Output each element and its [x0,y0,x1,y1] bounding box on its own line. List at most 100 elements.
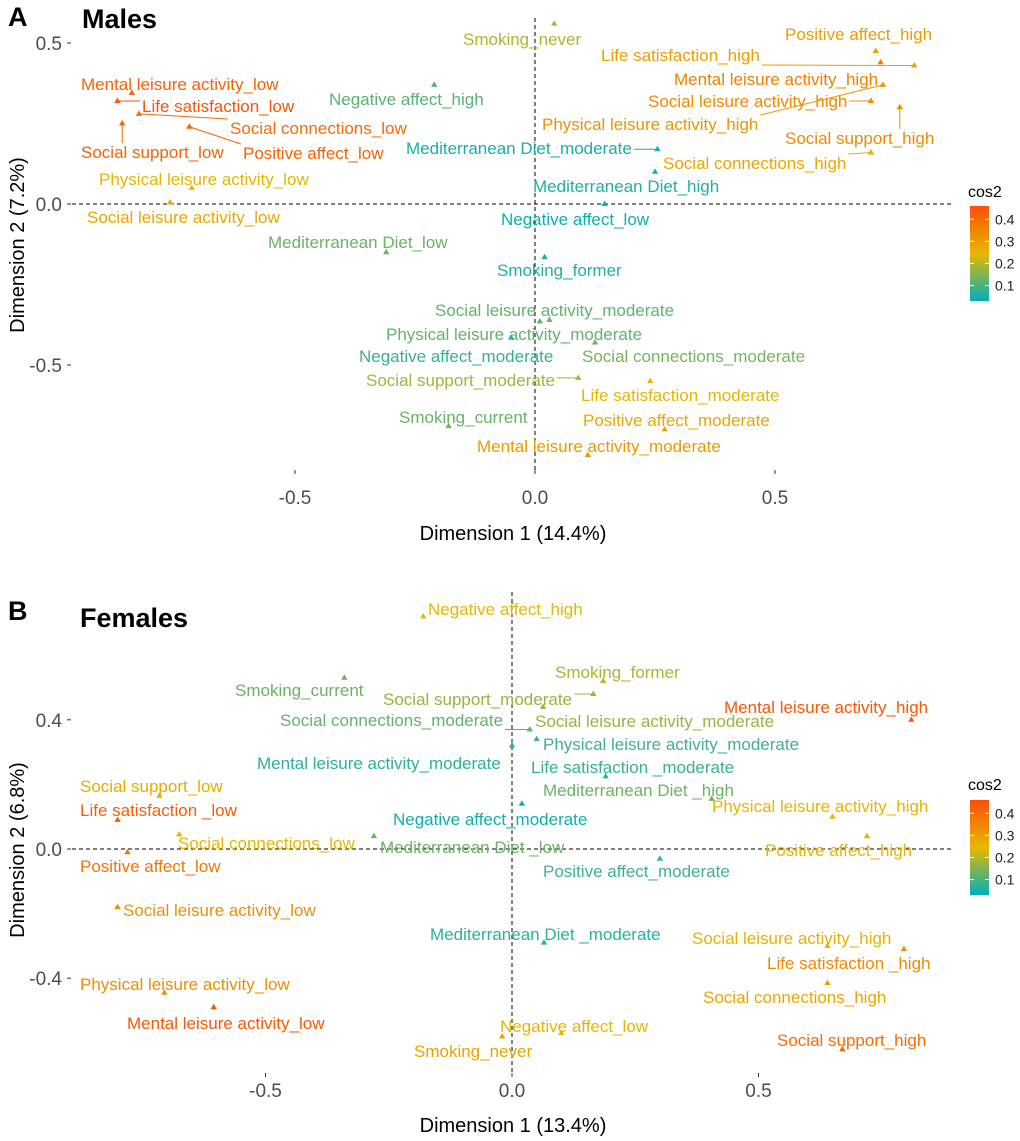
category-point-triangle [114,97,121,103]
category-label: Mediterranean Diet_high [533,177,719,196]
category-point-triangle [661,425,668,432]
category-point-triangle [867,148,875,155]
category-label: Physical leisure activity_low [80,975,290,994]
category-point-group: Smoking_former [497,253,622,280]
category-point-triangle [591,338,599,345]
category-label: Positive affect_high [785,25,932,44]
category-point-group: Negative affect_moderate [359,334,553,366]
category-point-triangle [383,248,390,255]
category-label: Smoking_former [497,261,622,280]
category-point-triangle [584,451,591,458]
category-label: Social leisure activity_high [648,92,847,111]
panel-b-females: B Females Dimension 1 (13.4%) Dimension … [7,592,1015,1137]
category-point-triangle [161,989,168,995]
category-point-triangle [431,81,438,87]
x-axis-title: Dimension 1 (13.4%) [420,1115,607,1137]
category-label: Physical leisure activity_moderate [543,735,799,754]
category-point-group: Social support_low [81,120,224,162]
category-label: Positive affect_moderate [583,411,770,430]
legend-tick-label: 0.3 [995,233,1015,249]
category-point-group: Life satisfaction _high [767,945,931,973]
category-point-triangle [877,58,884,65]
category-point-group: Physical leisure activity_moderate [533,735,799,754]
legend-tick-label: 0.4 [995,211,1015,227]
category-point-group: Smoking_former [555,663,680,684]
category-point-group: Positive affect_moderate [583,411,770,432]
category-point-group: Negative affect_low [500,1017,649,1036]
category-point-group: Smoking_never [414,1032,532,1061]
category-point-triangle [507,334,515,340]
y-tick-label: -0.4 [29,969,62,990]
category-label: Life satisfaction_high [601,46,760,65]
category-point-group: Positive affect_moderate [543,855,730,881]
category-point-triangle [879,81,887,87]
category-point-group: Social leisure activity_low [87,198,280,227]
category-label: Social support_moderate [366,371,555,390]
category-point-triangle [546,316,553,322]
category-point-group: Life satisfaction _low [80,801,238,822]
label-connector-line [760,84,884,116]
category-label: Mediterranean Diet _moderate [430,925,661,944]
category-label: Smoking_never [463,30,581,49]
category-point-triangle [541,253,548,260]
category-point-triangle [420,612,427,619]
category-point-group: Life satisfaction _moderate [531,758,734,779]
category-point-triangle [156,792,163,798]
category-point-triangle [654,145,661,152]
category-point-group: Mental leisure activity_low [81,75,279,95]
category-point-triangle [863,832,871,839]
panel-title: Males [82,4,157,34]
category-point-group: Physical leisure activity_moderate [386,318,642,344]
category-point-triangle [498,1032,506,1039]
category-point-triangle [600,677,607,684]
category-point-triangle [210,1003,217,1010]
category-point-group: Social support_low [80,777,223,798]
category-point-group: Physical leisure activity_high [542,81,887,134]
category-point-group: Negative affect_high [420,600,583,619]
category-point-group: Social connections_low [176,830,355,853]
category-label: Mental leisure activity_high [674,70,878,89]
category-label: Mental leisure activity_low [81,75,279,94]
category-label: Smoking_current [399,408,528,427]
category-point-triangle [575,374,582,380]
category-point-triangle [708,795,715,801]
category-point-triangle [445,422,452,429]
category-point-triangle [119,120,126,126]
label-connector-line [189,126,242,145]
category-label: Mediterranean Diet_low [268,233,448,252]
y-tick-label: -0.5 [29,356,62,377]
category-label: Social support_high [777,1031,926,1050]
category-label: Mental leisure activity_high [724,698,928,717]
category-point-group: Life satisfaction_high [601,46,918,68]
category-label: Social leisure activity_moderate [435,301,674,320]
category-point-triangle [601,200,608,206]
category-point-triangle [839,1045,846,1052]
category-label: Positive affect_high [765,841,912,860]
y-tick-label: 0.4 [36,711,63,732]
legend-tick-label: 0.2 [995,849,1015,865]
legend-title: cos2 [968,777,1002,794]
category-point-group: Positive affect_low [80,848,221,876]
category-label: Physical leisure activity_high [712,797,928,816]
x-tick-label: -0.5 [279,488,312,509]
x-axis-title: Dimension 1 (14.4%) [420,523,607,545]
category-label: Negative affect_moderate [359,347,553,366]
category-label: Social connections_moderate [280,711,503,730]
y-axis-title: Dimension 2 (7.2%) [7,157,29,333]
category-point-triangle [135,110,143,116]
panel-a-males: A Males Dimension 1 (14.4%) Dimension 2 … [7,2,1015,545]
legend-tick-label: 0.1 [995,278,1015,294]
legend-tick-label: 0.4 [995,805,1015,821]
category-label: Physical leisure activity_moderate [386,325,642,344]
cos2-colorbar [970,800,989,895]
category-point-triangle [508,742,516,748]
category-label: Social support_low [81,143,224,162]
category-label: Mental leisure activity_moderate [257,754,501,773]
category-point-group: Negative affect_low [501,200,650,229]
category-point-group: Social support_high [785,103,934,148]
category-point-triangle [370,832,378,839]
category-label: Mediterranean Diet_moderate [406,139,632,158]
category-point-group: Smoking_current [399,408,528,429]
category-point-triangle [540,939,548,945]
